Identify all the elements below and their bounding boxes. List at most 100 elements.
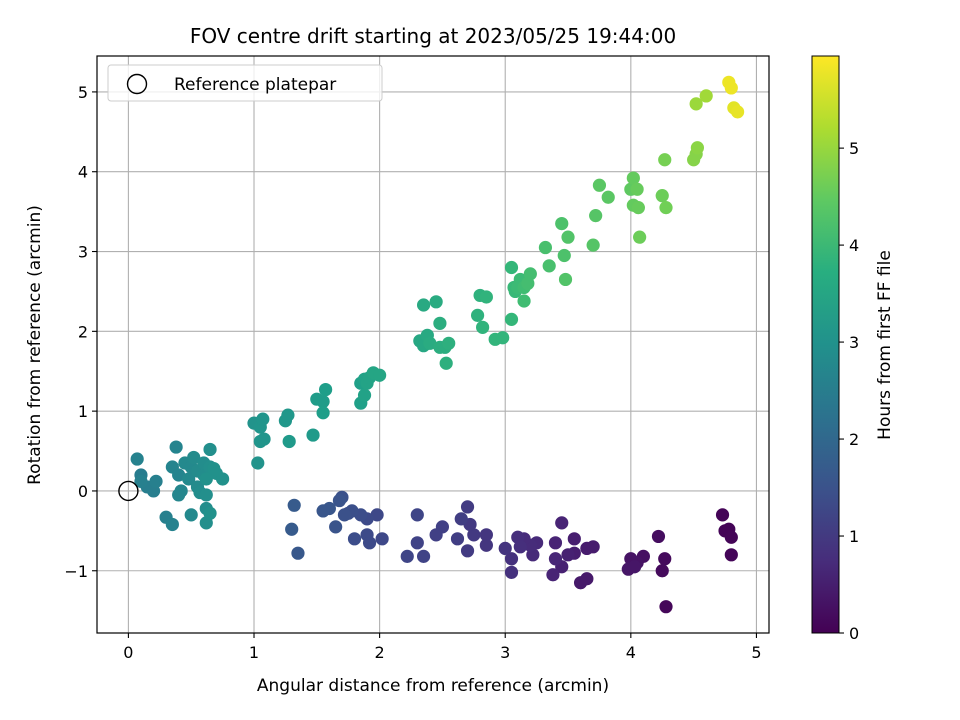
plot-frame [96, 55, 770, 634]
data-point [504, 565, 519, 579]
data-point [319, 382, 333, 397]
data-point [690, 141, 705, 155]
data-point [548, 536, 563, 550]
data-point [724, 81, 738, 95]
data-point [658, 153, 672, 167]
colorbar-tick-label: 0 [849, 624, 859, 643]
colorbar-label: Hours from first FF file [875, 250, 895, 440]
colorbar-tick-label: 3 [849, 333, 859, 352]
x-axis-ticks: 0 1 2 3 4 5 [123, 633, 762, 662]
data-point [332, 493, 347, 508]
data-point [498, 541, 512, 556]
colorbar-tick-label: 5 [849, 139, 859, 158]
data-point [699, 89, 713, 103]
data-point [724, 530, 738, 544]
reference-platepar-point [118, 480, 139, 502]
data-point [216, 472, 230, 486]
legend-box [107, 64, 383, 102]
data-point [251, 456, 265, 470]
x-tick-label: 4 [626, 643, 636, 662]
data-point [567, 532, 581, 546]
data-point [724, 548, 738, 562]
data-point [630, 182, 644, 196]
y-tick-label: −1 [64, 562, 88, 581]
data-point [184, 508, 198, 522]
data-point [410, 508, 424, 522]
colorbar-tick-label: 1 [849, 527, 859, 546]
chart-title: FOV centre drift starting at 2023/05/25 … [190, 24, 676, 48]
data-point [362, 536, 377, 550]
data-point [633, 230, 647, 244]
colorbar-tick-label: 4 [849, 236, 859, 255]
data-point [470, 308, 485, 322]
data-point [589, 209, 603, 223]
data-point [730, 105, 745, 119]
data-point [172, 488, 186, 502]
x-tick-label: 0 [123, 643, 133, 662]
data-point [626, 171, 640, 185]
colorbar-gradient [811, 55, 840, 634]
data-point [538, 240, 553, 255]
data-point [149, 474, 163, 488]
y-tick-label: 5 [78, 83, 88, 102]
data-point [454, 512, 468, 526]
data-point [203, 506, 217, 520]
data-point [476, 320, 490, 334]
data-point [479, 538, 493, 552]
data-point [281, 408, 295, 422]
x-tick-label: 5 [751, 643, 761, 662]
legend: Reference platepar [107, 64, 383, 102]
data-point [423, 336, 437, 350]
data-point [542, 259, 556, 273]
data-point [287, 498, 301, 512]
data-point [370, 508, 384, 522]
data-point [555, 516, 569, 530]
data-point [655, 189, 669, 203]
data-point [165, 517, 179, 532]
data-point [467, 528, 481, 542]
data-point [291, 546, 305, 560]
data-point [416, 298, 431, 312]
data-point [439, 356, 453, 370]
data-point [513, 540, 527, 554]
data-point [580, 541, 594, 556]
data-point [546, 568, 560, 582]
data-point [460, 500, 475, 514]
legend-reference-marker [126, 73, 148, 95]
data-point [203, 442, 217, 457]
data-point [558, 272, 573, 287]
data-point [316, 406, 330, 420]
data-point [256, 412, 270, 426]
y-tick-label: 3 [78, 243, 88, 262]
data-point [257, 432, 271, 446]
data-point [504, 312, 519, 326]
data-point [169, 440, 183, 454]
y-tick-label: 0 [78, 482, 88, 501]
colorbar-tick-label: 2 [849, 430, 859, 449]
data-point [555, 216, 569, 231]
data-point [460, 544, 475, 558]
data-point [517, 294, 531, 308]
data-point [187, 450, 201, 465]
data-point [659, 201, 673, 215]
data-point [592, 178, 607, 192]
data-point [199, 472, 213, 486]
data-point [479, 290, 493, 304]
data-point [199, 488, 213, 502]
data-point [285, 522, 299, 536]
data-point [651, 529, 666, 544]
data-point [586, 238, 600, 252]
data-point [316, 504, 330, 518]
data-point [601, 190, 615, 204]
y-tick-label: 4 [78, 163, 88, 182]
y-axis-ticks: −1 0 1 2 3 4 5 [64, 83, 97, 581]
data-point [316, 394, 330, 409]
data-point [715, 508, 730, 522]
data-point [347, 532, 362, 546]
data-point [375, 532, 389, 546]
data-point [450, 532, 465, 546]
data-point [172, 468, 186, 482]
y-tick-label: 2 [78, 322, 88, 341]
data-point [655, 564, 669, 578]
data-point [659, 600, 673, 614]
